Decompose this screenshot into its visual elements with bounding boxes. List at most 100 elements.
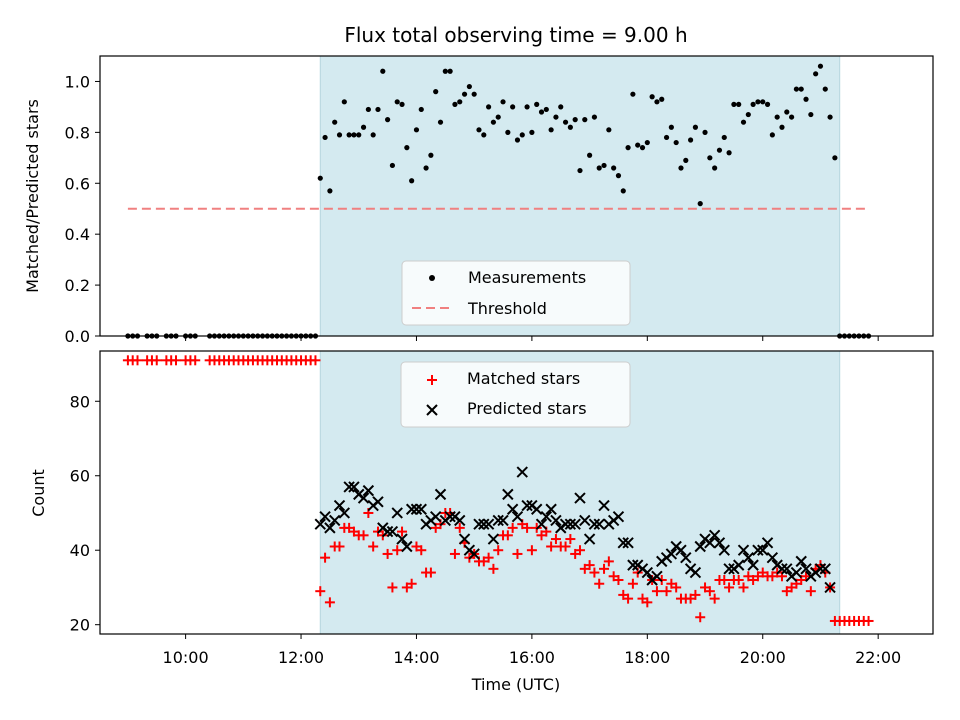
matched-star-point [190,355,201,366]
predicted-star-point [535,518,548,530]
measurement-point [601,162,607,169]
measurement-point [808,111,814,118]
measurement-point [615,173,622,179]
measurement-point [380,68,386,74]
top-y-tick-label: 0.0 [65,327,90,346]
measurement-point [567,124,573,130]
measurement-point [327,188,333,194]
measurement-point [813,71,819,77]
predicted-star-point [747,559,759,571]
measurement-point [317,175,323,181]
measurement-point [370,132,376,138]
matched-star-point [546,541,557,552]
measurement-point [500,99,506,105]
measurement-point [562,119,569,125]
matched-star-point [382,548,393,559]
bottom-x-tick-label: 18:00 [624,648,670,667]
measurement-point [779,124,785,130]
predicted-star-point [511,510,524,523]
predicted-star-point [458,533,471,545]
predicted-star-point [521,499,533,512]
matched-star-point [603,556,614,567]
predicted-star-point [757,544,769,556]
bottom-plot-frame [99,350,934,635]
matched-star-point [320,552,331,563]
predicted-star-point [516,466,528,478]
top-y-tick-label: 0.2 [65,276,90,295]
measurement-point [423,165,429,171]
measurement-point [476,127,482,133]
measurement-point [750,101,756,107]
measurement-point [745,111,751,118]
predicted-star-point [405,503,418,515]
measurement-point [822,86,828,92]
measurement-point [428,152,434,158]
bottom-x-tick-label: 16:00 [509,648,555,667]
predicted-star-point [391,507,403,519]
matched-star-point [690,589,701,600]
matched-star-point [493,545,504,556]
measurement-point [606,127,612,133]
measurement-point [394,99,400,105]
measurement-point [644,139,650,146]
measurement-point [548,127,554,133]
measurement-point [625,145,631,151]
measurement-point [442,68,448,74]
predicted-star-point [718,544,730,556]
legend-plus-glyph [427,375,437,385]
measurement-point [784,109,790,115]
matched-star-point [613,575,624,586]
measurement-point [437,119,444,125]
measurement-point [587,152,593,158]
measurement-point [572,117,578,123]
matched-star-point [661,586,672,597]
top-y-tick-label: 0.4 [65,225,90,244]
predicted-star-point [550,514,562,527]
measurement-point [514,137,521,143]
predicted-star-point [781,563,793,575]
predicted-star-point [343,481,355,493]
predicted-star-point [540,510,553,523]
legend-threshold-label: Threshold [467,299,547,318]
predicted-star-point [732,559,745,571]
legend-matched-marker [427,375,437,385]
top-y-tick-label: 0.6 [65,174,90,193]
matched-star-point [392,545,403,556]
measurement-point [524,104,530,110]
measurement-point [798,86,804,92]
predicted-star-point [708,529,721,542]
matched-star-point [507,522,518,533]
measurement-point [774,114,780,120]
top-y-tick-label: 1.0 [65,72,90,91]
bottom-x-axis-label: Time (UTC) [471,675,560,694]
predicted-star-point [497,514,509,527]
predicted-star-point [598,499,610,512]
predicted-star-point [704,537,716,549]
predicted-star-point [324,522,336,534]
legend-x-glyph [426,404,438,416]
measurement-point [635,142,641,148]
measurement-point [346,132,352,138]
predicted-star-point [319,510,331,523]
predicted-star-point [478,518,490,530]
predicted-star-point [473,518,485,530]
measurement-point [630,91,636,97]
predicted-star-point [766,551,779,564]
matched-star-point [151,355,162,366]
measurement-point [668,124,674,130]
top-legend: Measurements Threshold [401,260,631,326]
legend-measurements-marker [429,275,435,281]
predicted-star-point [579,514,591,527]
predicted-star-point [752,544,764,556]
predicted-star-point [410,503,423,515]
measurement-point [577,167,583,174]
predicted-star-point [444,510,456,523]
matched-star-point [695,612,706,623]
measurement-point [740,119,747,125]
matched-star-point [623,593,634,604]
bottom-x-tick-label: 22:00 [855,648,901,667]
bottom-panel: 20 40 60 80 10:00 12:00 14:00 16:00 18:00 20:00 22… [29,350,934,694]
matched-star-point [565,534,576,545]
legend-predicted-label: Predicted stars [467,399,587,418]
bottom-legend-box [400,361,631,428]
